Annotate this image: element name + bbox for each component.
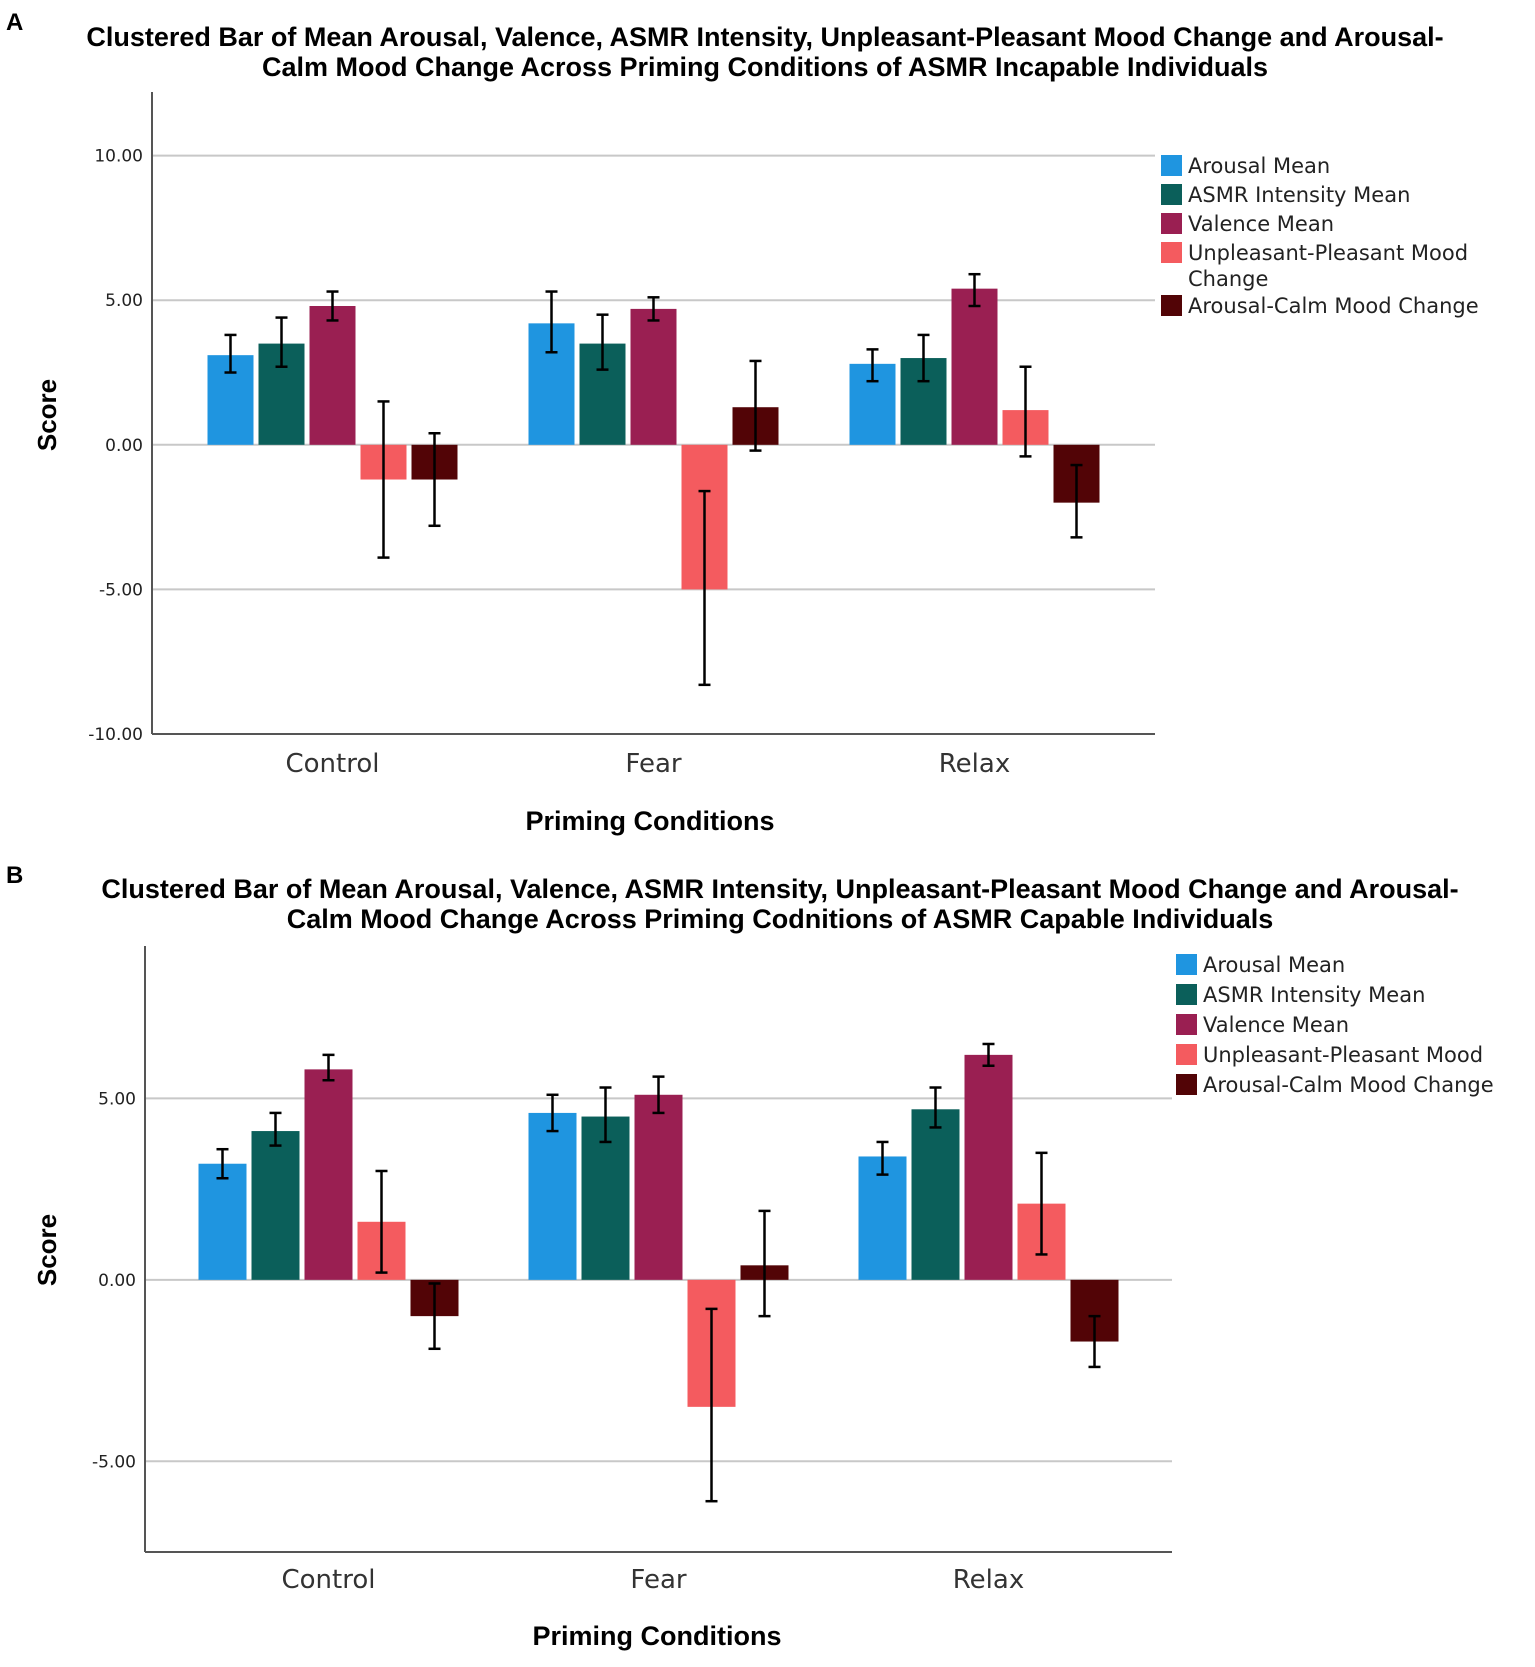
panel-b-error-bar-relax-arousal-mean bbox=[876, 1140, 889, 1176]
panel-b-error-bar-fear-arousal-mean bbox=[546, 1093, 559, 1133]
panel-a-legend-label-unpleasant-pleasant-mood-change: Change bbox=[1188, 267, 1268, 291]
panel-b-legend-label-arousal-mean: Arousal Mean bbox=[1203, 953, 1345, 977]
panel-a-error-bar-fear-arousal-mean bbox=[545, 290, 558, 354]
panel-a-error-bar-fear-unpleasant-pleasant-mood-change bbox=[698, 489, 711, 687]
panel-b-error-bar-fear-arousal-calm-mood-change bbox=[758, 1209, 771, 1318]
panel-b-legend-label-arousal-calm-mood-change: Arousal-Calm Mood Change bbox=[1203, 1073, 1494, 1097]
panel-a-y-tick-label: -10.00 bbox=[88, 725, 143, 745]
panel-b-error-bar-control-asmr-intensity-mean bbox=[269, 1111, 282, 1147]
panel-a-title-line-1: Clustered Bar of Mean Arousal, Valence, … bbox=[86, 22, 1443, 52]
panel-a-y-axis-label: Score bbox=[32, 379, 62, 451]
panel-b-error-bar-fear-asmr-intensity-mean bbox=[599, 1086, 612, 1144]
panel-a-legend-swatch-valence-mean bbox=[1161, 213, 1182, 234]
panel-a-y-tick-label: 5.00 bbox=[105, 291, 143, 311]
panel-a-y-tick-label: 10.00 bbox=[94, 147, 143, 167]
panel-b-legend-label-valence-mean: Valence Mean bbox=[1203, 1013, 1349, 1037]
panel-b-legend-label-unpleasant-pleasant-mood-change: Unpleasant-Pleasant Mood bbox=[1203, 1043, 1483, 1067]
panel-b-legend-swatch-asmr-intensity-mean bbox=[1176, 984, 1197, 1005]
panel-b-x-category-relax: Relax bbox=[953, 1565, 1024, 1595]
panel-b-x-axis-label: Priming Conditions bbox=[533, 1621, 782, 1651]
panel-b-x-category-fear: Fear bbox=[630, 1565, 686, 1595]
panel-a-error-bar-relax-arousal-mean bbox=[866, 348, 879, 383]
panel-b-legend-swatch-arousal-mean bbox=[1176, 954, 1197, 975]
panel-b-x-category-control: Control bbox=[282, 1565, 376, 1595]
panel-a-title-line-2: Calm Mood Change Across Priming Conditio… bbox=[262, 52, 1268, 82]
panel-b-y-tick-label: 0.00 bbox=[98, 1271, 136, 1291]
panel-a-error-bar-fear-arousal-calm-mood-change bbox=[749, 359, 762, 452]
panel-b-y-axis-label: Score bbox=[32, 1214, 62, 1286]
panel-a-legend: Arousal Mean ASMR Intensity Mean Valence M… bbox=[1161, 154, 1479, 318]
panel-b-bar-fear-arousal-mean bbox=[528, 1112, 577, 1280]
panel-a-bar-fear-valence-mean bbox=[630, 308, 677, 445]
panel-b-error-bar-relax-unpleasant-pleasant-mood-change bbox=[1035, 1151, 1048, 1256]
panel-b-title-line-2: Calm Mood Change Across Priming Codnitio… bbox=[287, 904, 1274, 934]
panel-b-error-bar-fear-unpleasant-pleasant-mood-change bbox=[705, 1307, 718, 1503]
panel-b-bar-relax-asmr-intensity-mean bbox=[911, 1109, 960, 1280]
panel-a-legend-swatch-asmr-intensity-mean bbox=[1161, 184, 1182, 205]
panel-b-y-tick-label: 5.00 bbox=[98, 1089, 136, 1109]
panel-b-bar-control-valence-mean bbox=[304, 1069, 353, 1280]
panel-b-legend: Arousal Mean ASMR Intensity Mean Valence M… bbox=[1176, 953, 1494, 1097]
panel-a-error-bar-control-arousal-mean bbox=[224, 333, 237, 374]
panel-b-y-tick-label: -5.00 bbox=[92, 1452, 136, 1472]
panel-b-plot: 5.00 0.00 -5.00 Control Fear Relax bbox=[92, 946, 1172, 1595]
panel-a-x-category-control: Control bbox=[286, 749, 380, 779]
panel-a-error-bar-fear-asmr-intensity-mean bbox=[596, 313, 609, 371]
panel-a-error-bar-control-asmr-intensity-mean bbox=[275, 316, 288, 368]
panel-a-error-bar-fear-valence-mean bbox=[647, 296, 660, 322]
panel-a-legend-label-unpleasant-pleasant-mood-change: Unpleasant-Pleasant Mood bbox=[1188, 241, 1468, 265]
panel-a-error-bar-control-arousal-calm-mood-change bbox=[428, 431, 441, 528]
panel-a-error-bar-control-valence-mean bbox=[326, 290, 339, 322]
panel-a-error-bar-relax-valence-mean bbox=[968, 272, 981, 308]
panel-b-bar-relax-valence-mean bbox=[964, 1054, 1013, 1280]
panel-b-letter: B bbox=[6, 862, 23, 889]
panel-b-legend-swatch-valence-mean bbox=[1176, 1014, 1197, 1035]
panel-a-legend-swatch-arousal-calm-mood-change bbox=[1161, 295, 1182, 316]
panel-b-error-bar-relax-arousal-calm-mood-change bbox=[1088, 1314, 1101, 1369]
panel-b-bar-control-asmr-intensity-mean bbox=[251, 1131, 300, 1280]
panel-b-bar-fear-valence-mean bbox=[634, 1094, 683, 1280]
panel-a-x-category-fear: Fear bbox=[625, 749, 681, 779]
panel-a-y-tick-label: -5.00 bbox=[99, 580, 143, 600]
panel-b-error-bar-fear-valence-mean bbox=[652, 1075, 665, 1115]
panel-a-legend-label-arousal-calm-mood-change: Arousal-Calm Mood Change bbox=[1188, 294, 1479, 318]
panel-a-legend-label-asmr-intensity-mean: ASMR Intensity Mean bbox=[1188, 183, 1410, 207]
panel-a-legend-swatch-arousal-mean bbox=[1161, 155, 1182, 176]
panel-b-title-line-1: Clustered Bar of Mean Arousal, Valence, … bbox=[101, 874, 1458, 904]
panel-b-bar-fear-asmr-intensity-mean bbox=[581, 1116, 630, 1280]
panel-a-bar-relax-valence-mean bbox=[951, 288, 998, 445]
panel-a-error-bar-relax-asmr-intensity-mean bbox=[917, 333, 930, 383]
panel-b-error-bar-relax-valence-mean bbox=[982, 1042, 995, 1067]
panel-a-legend-label-valence-mean: Valence Mean bbox=[1188, 212, 1334, 236]
panel-b-error-bar-control-unpleasant-pleasant-mood-change bbox=[375, 1169, 388, 1274]
panel-a-error-bar-relax-arousal-calm-mood-change bbox=[1070, 463, 1083, 539]
panel-a-x-category-relax: Relax bbox=[939, 749, 1010, 779]
panel-a-bar-control-valence-mean bbox=[309, 306, 356, 445]
panel-b-error-bar-control-valence-mean bbox=[322, 1053, 335, 1082]
panel-b-bar-relax-arousal-mean bbox=[858, 1156, 907, 1280]
panel-a-legend-swatch-unpleasant-pleasant-mood-change bbox=[1161, 242, 1182, 263]
panel-a-error-bar-relax-unpleasant-pleasant-mood-change bbox=[1019, 365, 1032, 458]
panel-a-plot: 10.00 5.00 0.00 -5.00 -10.00 Control Fear Relax bbox=[88, 92, 1155, 779]
panel-b-legend-label-asmr-intensity-mean: ASMR Intensity Mean bbox=[1203, 983, 1425, 1007]
panel-a-y-tick-label: 0.00 bbox=[105, 436, 143, 456]
panel-a-error-bar-control-unpleasant-pleasant-mood-change bbox=[377, 400, 390, 559]
panel-b-error-bar-control-arousal-mean bbox=[216, 1147, 229, 1180]
panel-b-legend-swatch-unpleasant-pleasant-mood-change bbox=[1176, 1044, 1197, 1065]
panel-b-error-bar-control-arousal-calm-mood-change bbox=[428, 1282, 441, 1351]
panel-a-x-axis-label: Priming Conditions bbox=[526, 806, 775, 836]
panel-a-letter: A bbox=[6, 9, 23, 36]
panel-b-bar-control-arousal-mean bbox=[198, 1163, 247, 1280]
panel-a-legend-label-arousal-mean: Arousal Mean bbox=[1188, 154, 1330, 178]
panel-b-legend-swatch-arousal-calm-mood-change bbox=[1176, 1074, 1197, 1095]
panel-b-error-bar-relax-asmr-intensity-mean bbox=[929, 1086, 942, 1129]
